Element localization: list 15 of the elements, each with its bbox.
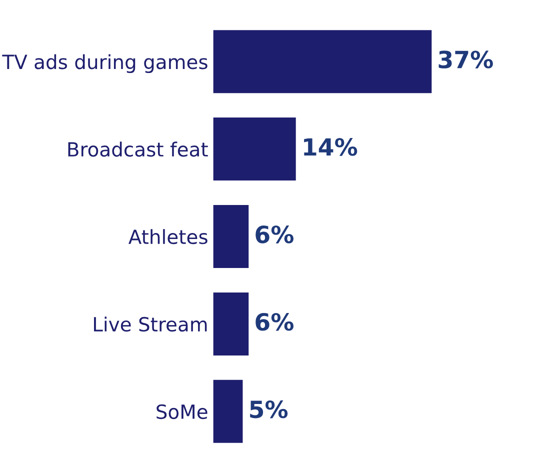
- y-tick-label: Broadcast feat: [68, 142, 208, 157]
- bar: [213, 118, 296, 181]
- bar: [213, 30, 432, 94]
- y-tick-label: TV ads during games: [2, 54, 208, 74]
- y-tick-label: Athletes: [128, 229, 208, 244]
- bar: [213, 205, 249, 268]
- bar: [213, 292, 249, 356]
- y-tick-label: Live Stream: [94, 316, 207, 332]
- y-tick-label: SoMe: [156, 404, 208, 420]
- data-label: 37%: [438, 50, 493, 68]
- data-label: 5%: [250, 400, 288, 418]
- bar: [213, 380, 243, 443]
- data-label: 6%: [256, 225, 294, 244]
- data-label: 14%: [304, 138, 358, 156]
- data-label: 6%: [256, 312, 294, 331]
